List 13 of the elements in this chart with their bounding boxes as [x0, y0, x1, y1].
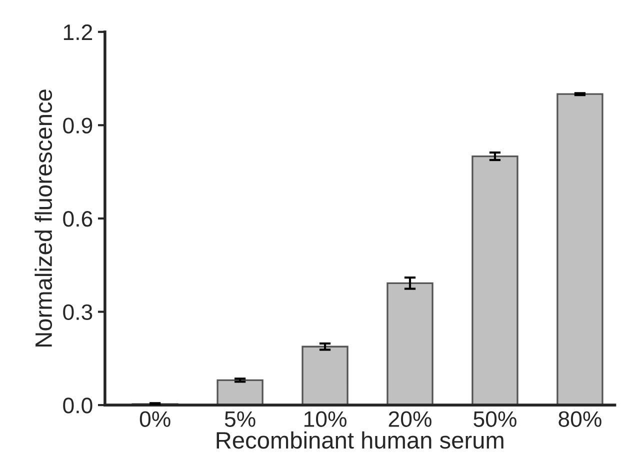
x-tick-label: 10%	[304, 411, 346, 427]
y-tick-label: 0.6	[63, 211, 92, 227]
y-tick-label: 1.2	[64, 24, 92, 40]
y-tick-label: 0.3	[63, 304, 92, 320]
x-tick-label: 5%	[224, 411, 256, 427]
y-axis-title: Normalized fluorescence	[34, 90, 52, 346]
x-tick-label: 20%	[388, 411, 432, 427]
y-tick-label: 0.9	[63, 118, 92, 134]
x-tick-label: 80%	[558, 411, 602, 427]
x-axis-title: Recombinant human serum	[216, 431, 504, 449]
y-tick-label: 0.0	[63, 398, 92, 414]
x-tick-label: 0%	[140, 411, 170, 427]
x-tick-label: 50%	[474, 411, 516, 427]
